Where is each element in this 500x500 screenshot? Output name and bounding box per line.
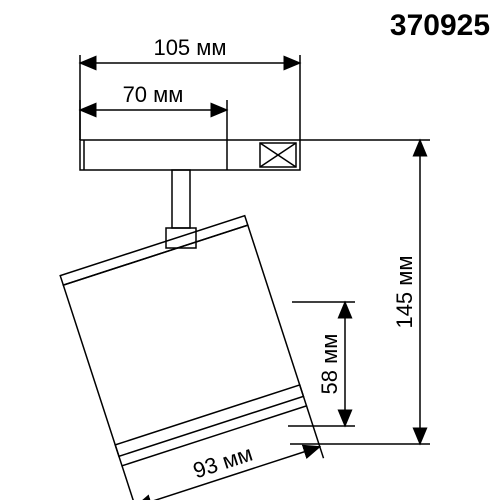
dim-top-width: 105 мм [80, 35, 300, 140]
dim-top-width-label: 105 мм [153, 35, 226, 60]
dim-mount-width: 70 мм [80, 82, 227, 140]
dim-body-width: 93 мм [122, 406, 324, 500]
dimension-diagram: 370925 105 мм 70 мм [0, 0, 500, 500]
dim-body-height-label: 58 мм [317, 334, 342, 395]
dim-body-height: 58 мм [288, 302, 355, 426]
dim-body-width-label: 93 мм [190, 441, 256, 484]
dim-total-height-label: 145 мм [392, 255, 417, 328]
dim-mount-width-label: 70 мм [123, 82, 184, 107]
lamp-head [60, 216, 306, 466]
product-code: 370925 [390, 9, 490, 42]
mount-flange [80, 140, 300, 170]
dim-total-height: 145 мм [290, 140, 430, 444]
